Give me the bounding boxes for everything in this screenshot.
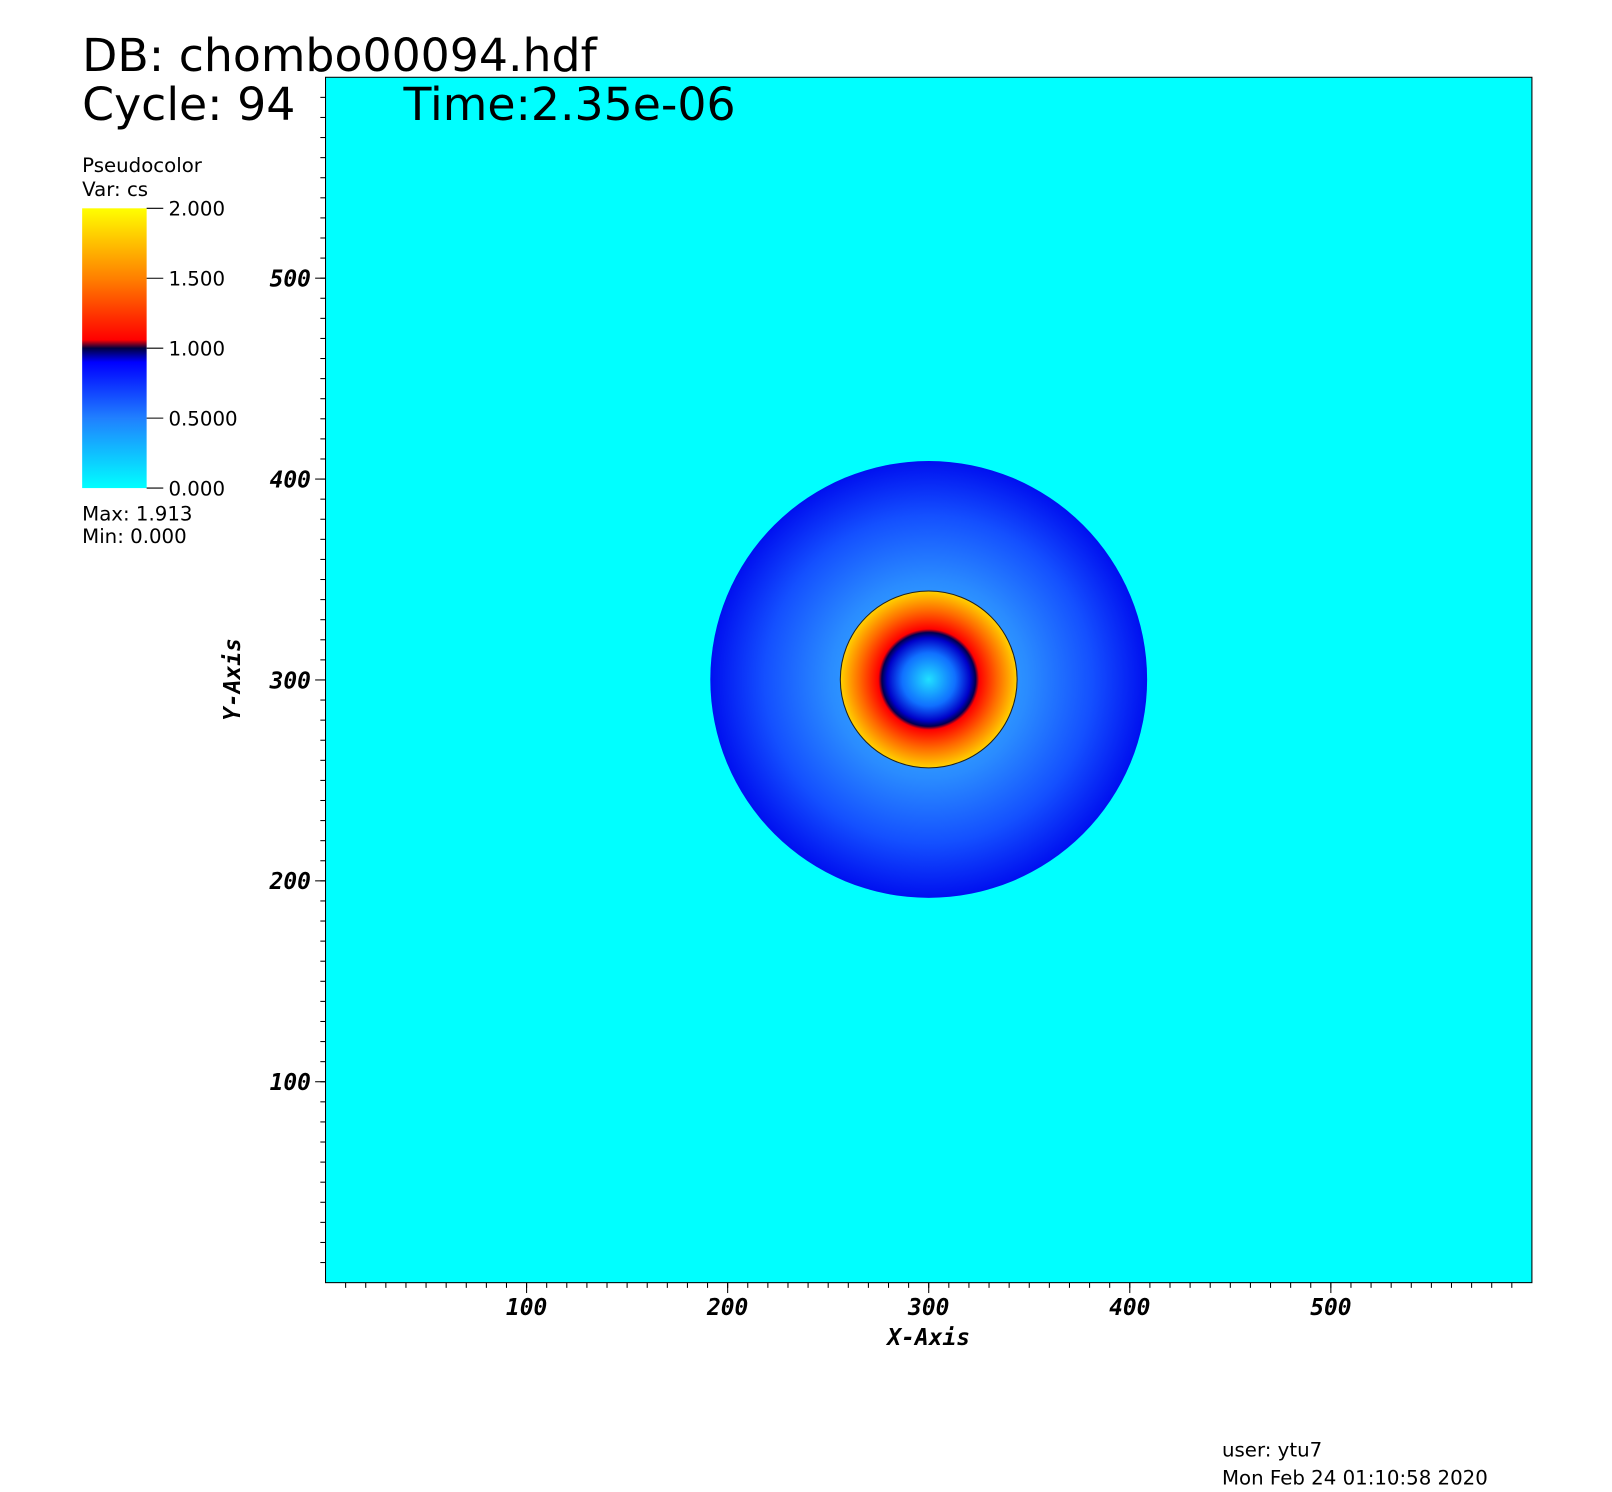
x-axis-label: X-Axis (885, 1325, 970, 1351)
colorbar-tick-label: 0.5000 (168, 407, 237, 430)
user: user: ytu7 (1222, 1438, 1322, 1461)
max: Max: 1.913 (82, 502, 192, 525)
y-tick-label: 500 (270, 266, 311, 292)
colorbar (82, 208, 147, 489)
date: Mon Feb 24 01:10:58 2020 (1222, 1466, 1488, 1489)
y-tick-label: 300 (269, 668, 311, 694)
legend-title: Pseudocolor (82, 154, 203, 177)
y-tick-label: 200 (269, 869, 311, 895)
x-tick-label: 400 (1109, 1295, 1150, 1321)
colorbar-tick-label: 2.000 (168, 198, 225, 221)
x-tick-label: 500 (1310, 1295, 1351, 1321)
time: Time:2.35e-06 (403, 78, 736, 131)
y-axis-label: Y-Axis (220, 638, 246, 721)
x-tick-label: 200 (706, 1295, 748, 1321)
x-tick-label: 300 (907, 1295, 949, 1321)
variable: Var: cs (82, 178, 148, 201)
y-tick-label: 400 (270, 467, 311, 493)
colorbar-tick-label: 0.000 (168, 477, 225, 500)
x-tick-label: 100 (506, 1295, 547, 1321)
colorbar-tick-label: 1.000 (168, 337, 225, 360)
min: Min: 0.000 (82, 525, 187, 548)
y-tick-label: 100 (270, 1070, 311, 1096)
inner-wave (839, 590, 1018, 769)
title: DB: chombo00094.hdf (82, 29, 597, 82)
colorbar-tick-label: 1.500 (168, 268, 225, 291)
cycle: Cycle: 94 (82, 78, 295, 131)
